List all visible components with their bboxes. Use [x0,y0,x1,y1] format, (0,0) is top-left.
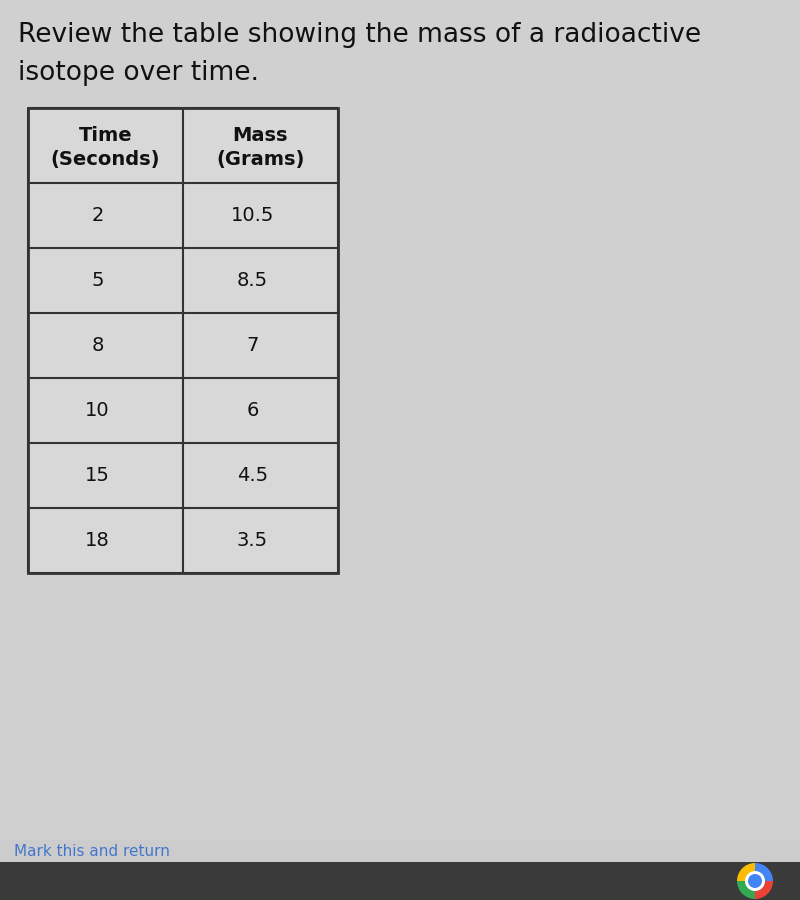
Text: 2: 2 [91,206,104,225]
Circle shape [745,871,765,891]
Text: 6: 6 [246,401,258,420]
Text: Mass: Mass [233,126,288,145]
Text: 10.5: 10.5 [231,206,274,225]
Text: isotope over time.: isotope over time. [18,60,259,86]
Bar [28,108,338,573]
Text: 15: 15 [85,466,110,485]
Text: Review the table showing the mass of a radioactive: Review the table showing the mass of a r… [18,22,701,48]
Text: (Grams): (Grams) [216,150,305,169]
Wedge shape [755,863,773,881]
Text: 4.5: 4.5 [237,466,268,485]
Text: 8: 8 [91,336,104,355]
Wedge shape [755,881,773,899]
Text: 5: 5 [91,271,104,290]
Circle shape [748,874,762,888]
Text: 7: 7 [246,336,258,355]
Wedge shape [737,881,755,899]
Text: Time: Time [78,126,132,145]
Text: 10: 10 [85,401,110,420]
Bar [0,862,800,900]
Text: (Seconds): (Seconds) [50,150,160,169]
Text: Mark this and return: Mark this and return [14,843,170,859]
Text: 8.5: 8.5 [237,271,268,290]
Bar [0,840,800,862]
Text: 18: 18 [85,531,110,550]
Text: 3.5: 3.5 [237,531,268,550]
Wedge shape [737,863,755,881]
